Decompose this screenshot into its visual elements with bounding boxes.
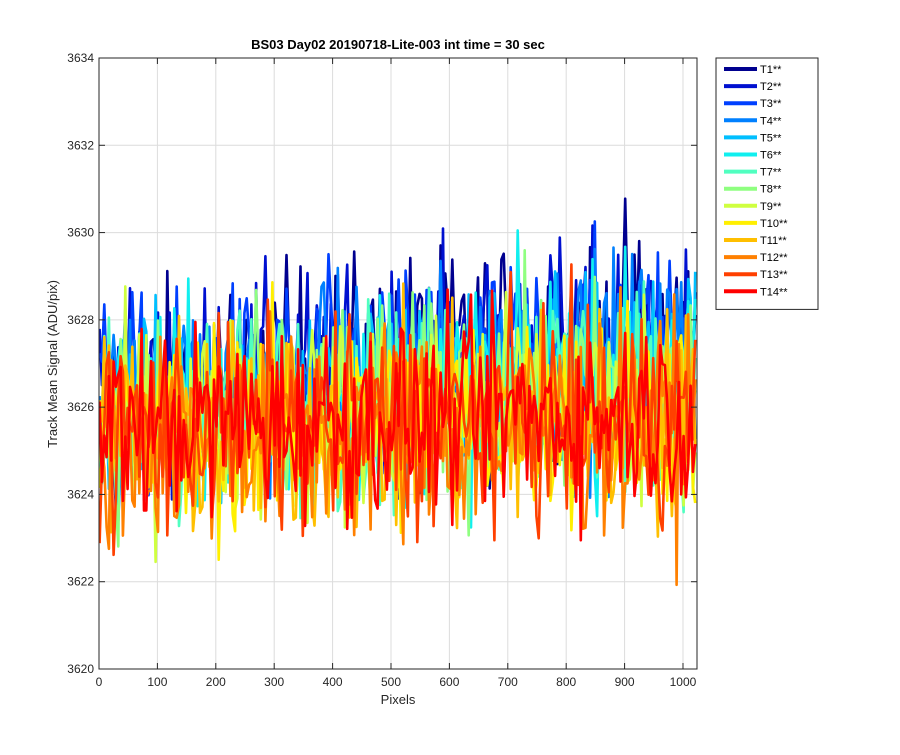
y-tick-label: 3632 (67, 138, 94, 152)
legend: T1** T2** T3** T4** T5** T6** T7** T8** T9** T10*… (715, 57, 819, 310)
y-tick-label: 3624 (67, 487, 94, 501)
y-tick-label: 3630 (67, 226, 94, 240)
y-axis-label: Track Mean Signal (ADU/pix) (45, 280, 60, 448)
y-tick-label: 3626 (67, 400, 94, 414)
y-tick-label: 3622 (67, 575, 94, 589)
legend-label: T5** (760, 132, 782, 144)
legend-label: T3** (760, 98, 782, 110)
x-tick-label: 200 (206, 675, 226, 689)
legend-label: T7** (760, 167, 782, 179)
legend-label: T2** (760, 81, 782, 93)
x-tick-label: 1000 (670, 675, 697, 689)
x-tick-label: 300 (264, 675, 284, 689)
x-tick-label: 600 (439, 675, 459, 689)
legend-label: T12** (760, 252, 788, 264)
legend-label: T14** (760, 286, 788, 298)
legend-label: T10** (760, 218, 788, 230)
x-tick-label: 400 (323, 675, 343, 689)
legend-label: T13** (760, 269, 788, 281)
x-tick-label: 100 (147, 675, 167, 689)
axes: 0 100 200 300 400 500 600 700 800 900 1000 3620 3622… (67, 51, 698, 689)
y-tick-label: 3628 (67, 313, 94, 327)
legend-label: T1** (760, 64, 782, 76)
legend-label: T9** (760, 201, 782, 213)
series-line-14 (99, 288, 697, 542)
legend-label: T6** (760, 150, 782, 162)
legend-label: T8** (760, 184, 782, 196)
x-tick-label: 800 (556, 675, 576, 689)
y-tick-label: 3620 (67, 662, 94, 676)
series-line-13 (99, 263, 697, 557)
chart-title: BS03 Day02 20190718-Lite-003 int time = … (251, 37, 545, 52)
x-tick-label: 900 (615, 675, 635, 689)
plot-area (99, 197, 697, 587)
legend-box (715, 57, 819, 310)
axes-box (98, 57, 698, 670)
x-tick-label: 500 (381, 675, 401, 689)
y-tick-label: 3634 (67, 51, 94, 65)
legend-label: T11** (760, 235, 787, 247)
x-axis-label: Pixels (381, 692, 416, 707)
x-tick-label: 700 (498, 675, 518, 689)
legend-label: T4** (760, 115, 782, 127)
x-tick-label: 0 (96, 675, 103, 689)
